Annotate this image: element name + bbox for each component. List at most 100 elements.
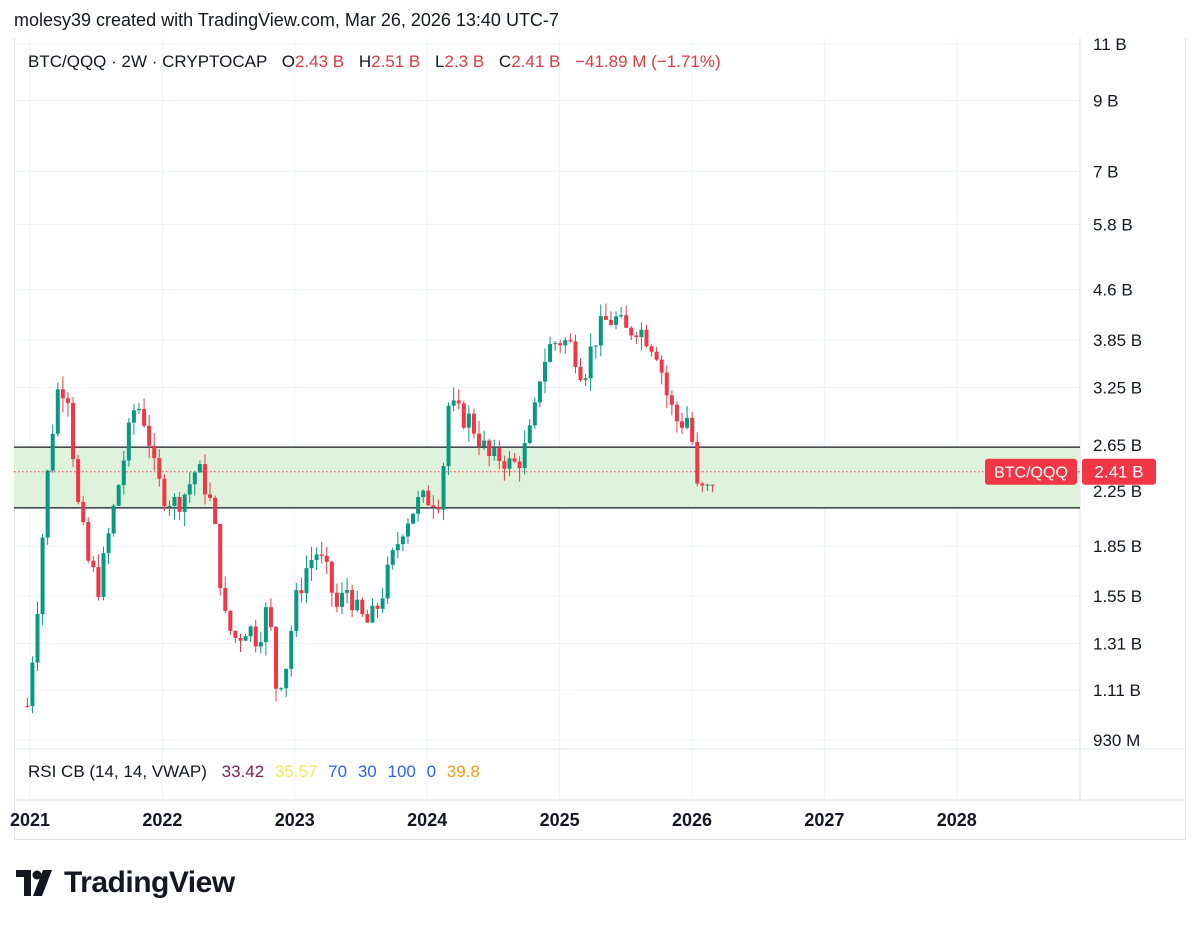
candle-body[interactable] <box>334 592 339 607</box>
candle-body[interactable] <box>400 536 405 545</box>
candle-body[interactable] <box>507 458 512 469</box>
candle-body[interactable] <box>527 425 532 444</box>
candle-body[interactable] <box>639 329 644 338</box>
candle-body[interactable] <box>60 389 65 399</box>
candle-body[interactable] <box>45 470 50 538</box>
candle-body[interactable] <box>603 316 608 320</box>
candle-body[interactable] <box>65 398 70 403</box>
candle-body[interactable] <box>131 410 136 423</box>
candle-body[interactable] <box>608 319 613 325</box>
candle-body[interactable] <box>497 448 502 462</box>
candle-body[interactable] <box>284 668 289 689</box>
candle-body[interactable] <box>101 553 106 597</box>
candle-body[interactable] <box>680 421 685 428</box>
candle-body[interactable] <box>142 408 147 426</box>
candle-body[interactable] <box>583 378 588 381</box>
candle-body[interactable] <box>705 484 710 486</box>
candle-body[interactable] <box>487 440 492 457</box>
candle-body[interactable] <box>172 496 177 506</box>
candle-body[interactable] <box>324 555 329 562</box>
candle-body[interactable] <box>279 688 284 690</box>
candle-body[interactable] <box>512 458 517 462</box>
candle-body[interactable] <box>405 523 410 537</box>
candle-body[interactable] <box>294 590 299 631</box>
candle-body[interactable] <box>25 705 30 707</box>
candle-body[interactable] <box>441 466 446 510</box>
candle-body[interactable] <box>177 496 182 512</box>
candle-body[interactable] <box>411 513 416 524</box>
candle-body[interactable] <box>563 340 568 346</box>
candle-body[interactable] <box>187 484 192 495</box>
candle-body[interactable] <box>111 505 116 534</box>
candle-body[interactable] <box>456 400 461 404</box>
candle-body[interactable] <box>319 554 324 556</box>
candle-body[interactable] <box>121 460 126 486</box>
candle-body[interactable] <box>466 413 471 428</box>
candle-body[interactable] <box>644 329 649 347</box>
candle-body[interactable] <box>553 343 558 345</box>
candle-body[interactable] <box>416 497 421 514</box>
candle-body[interactable] <box>695 441 700 484</box>
candle-body[interactable] <box>471 413 476 434</box>
candle-body[interactable] <box>228 610 233 631</box>
candle-body[interactable] <box>258 642 263 647</box>
candle-body[interactable] <box>238 637 243 641</box>
candle-body[interactable] <box>451 400 456 406</box>
candle-body[interactable] <box>96 567 101 597</box>
candle-body[interactable] <box>81 501 86 523</box>
candle-body[interactable] <box>304 568 309 594</box>
candle-body[interactable] <box>213 497 218 524</box>
rsi-indicator-legend[interactable]: RSI CB (14, 14, VWAP) 33.42 35.57 70 30 … <box>28 762 486 782</box>
candle-body[interactable] <box>380 598 385 609</box>
candle-body[interactable] <box>360 599 365 615</box>
candle-body[interactable] <box>649 346 654 352</box>
candle-body[interactable] <box>629 327 634 336</box>
candle-body[interactable] <box>50 433 55 471</box>
candle-body[interactable] <box>218 523 223 589</box>
candle-body[interactable] <box>86 522 91 561</box>
candle-body[interactable] <box>674 404 679 422</box>
candle-body[interactable] <box>167 505 172 507</box>
candle-body[interactable] <box>390 550 395 565</box>
candle-body[interactable] <box>40 537 45 614</box>
candle-body[interactable] <box>35 613 40 663</box>
candle-body[interactable] <box>299 590 304 594</box>
candle-body[interactable] <box>431 505 436 508</box>
candle-body[interactable] <box>106 533 111 554</box>
candle-body[interactable] <box>558 343 563 346</box>
candle-body[interactable] <box>202 464 207 495</box>
candle-body[interactable] <box>669 395 674 405</box>
candle-body[interactable] <box>421 490 426 498</box>
candle-body[interactable] <box>263 607 268 643</box>
candle-body[interactable] <box>502 461 507 469</box>
candle-body[interactable] <box>624 315 629 328</box>
candle-body[interactable] <box>126 422 131 461</box>
symbol-name[interactable]: BTC/QQQ · 2W · CRYPTOCAP <box>28 52 267 71</box>
candle-body[interactable] <box>314 554 319 560</box>
candle-body[interactable] <box>700 483 705 486</box>
candle-body[interactable] <box>197 464 202 473</box>
candle-body[interactable] <box>654 351 659 360</box>
candle-body[interactable] <box>157 458 162 479</box>
candle-body[interactable] <box>243 636 248 641</box>
candle-body[interactable] <box>208 494 213 498</box>
candle-body[interactable] <box>30 662 35 707</box>
candle-body[interactable] <box>136 408 141 411</box>
tradingview-logo[interactable]: TradingView <box>16 866 235 900</box>
candle-body[interactable] <box>253 626 258 647</box>
candle-body[interactable] <box>233 630 238 638</box>
candle-body[interactable] <box>482 440 487 447</box>
candle-body[interactable] <box>268 607 273 628</box>
candle-body[interactable] <box>659 359 664 373</box>
candle-body[interactable] <box>162 478 167 507</box>
candle-body[interactable] <box>532 402 537 426</box>
candle-body[interactable] <box>542 361 547 382</box>
candle-body[interactable] <box>548 344 553 362</box>
candle-body[interactable] <box>182 494 187 512</box>
candle-body[interactable] <box>192 472 197 485</box>
candle-body[interactable] <box>385 564 390 599</box>
candle-body[interactable] <box>152 445 157 459</box>
candle-body[interactable] <box>116 485 121 506</box>
candle-body[interactable] <box>147 425 152 446</box>
candle-body[interactable] <box>598 316 603 346</box>
